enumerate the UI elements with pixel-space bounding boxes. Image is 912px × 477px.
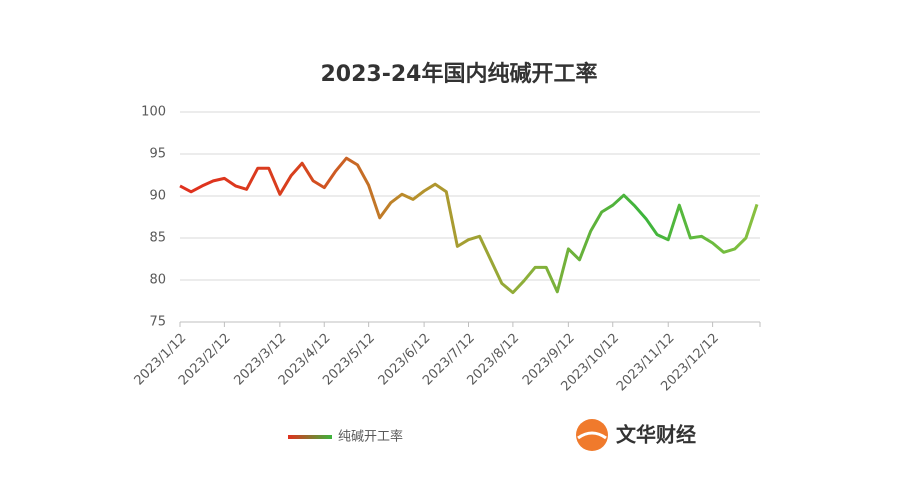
line-series: [179, 156, 759, 295]
y-tick-label: 90: [149, 189, 166, 204]
logo-text: 文华财经: [616, 423, 696, 447]
chart-title: 2023-24年国内纯碱开工率: [321, 61, 598, 87]
legend-swatch: [288, 435, 332, 439]
y-tick-label: 75: [149, 315, 166, 330]
y-tick-label: 100: [141, 105, 166, 120]
y-tick-label: 95: [149, 147, 166, 162]
legend-label: 纯碱开工率: [338, 429, 403, 445]
y-tick-label: 85: [149, 231, 166, 246]
logo-icon-mark: [577, 431, 607, 440]
logo-icon: [576, 419, 608, 451]
y-tick-label: 80: [149, 273, 166, 288]
logo: 文华财经: [576, 419, 696, 451]
